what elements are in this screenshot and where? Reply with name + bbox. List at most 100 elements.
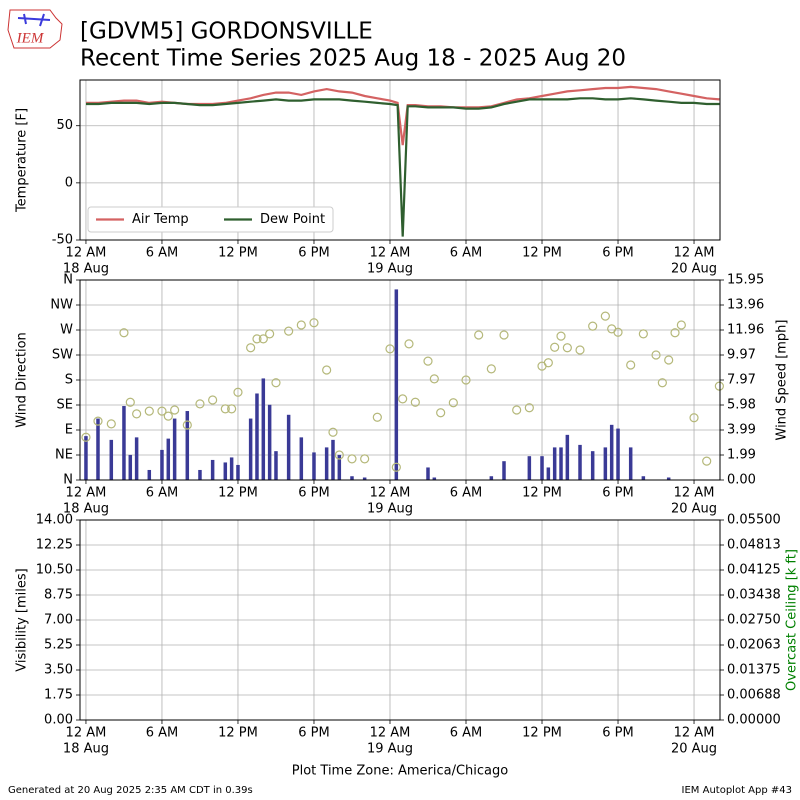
y2-tick-label: 0.01375 [727, 663, 781, 678]
wind-speed-bar [394, 289, 399, 480]
x-tick-label: 12 PM [218, 246, 258, 261]
wind-speed-bar [565, 434, 570, 480]
x-tick-date: 20 Aug [671, 262, 717, 277]
wind-speed-bar [84, 436, 88, 480]
footer-right: IEM Autoplot App #43 [682, 785, 792, 796]
wind-direction-point [360, 454, 370, 464]
x-tick-label: 6 PM [602, 726, 633, 741]
wind-direction-point [93, 416, 103, 426]
wind-speed-bar [172, 418, 177, 480]
y-tick-label: 14.00 [36, 513, 73, 528]
wind-speed-bar [267, 404, 272, 480]
x-tick-label: 12 AM [674, 726, 715, 741]
wind-speed-bar [236, 464, 240, 480]
y2-tick-label: 0.02063 [727, 638, 781, 653]
y-tick-label: -50 [52, 233, 73, 248]
wind-direction-point [398, 394, 408, 404]
wind-direction-point [208, 395, 218, 405]
wind-direction-point [125, 397, 135, 407]
x-tick-label: 12 AM [66, 726, 107, 741]
logo-text: IEM [16, 30, 45, 46]
logo: IEM [7, 9, 63, 49]
x-tick-label: 12 AM [66, 246, 107, 261]
wind-speed-bar [324, 447, 329, 480]
wind-direction-point [309, 318, 319, 328]
wind-speed-bar [609, 424, 614, 480]
wind-direction-point [410, 397, 420, 407]
x-tick-label: 6 PM [298, 726, 329, 741]
wind-direction-point [296, 320, 306, 330]
wind-speed-bar [432, 477, 437, 480]
wind-direction-point [391, 462, 401, 472]
wind-direction-point [651, 350, 661, 360]
y2-tick-label: 5.98 [727, 398, 756, 413]
y-axis-label: Temperature [F] [15, 108, 30, 213]
wind-speed-bar [331, 439, 335, 480]
y-tick-label: N [63, 273, 73, 288]
x-tick-label: 12 PM [218, 726, 258, 741]
wind-direction-point [474, 330, 484, 340]
wind-direction-point [556, 331, 566, 341]
x-tick-label: 12 AM [66, 486, 107, 501]
wind-direction-point [657, 378, 667, 388]
wind-speed-bar [286, 414, 291, 480]
legend: Air Temp Dew Point [87, 206, 334, 233]
wind-direction-point [81, 432, 91, 442]
x-tick-label: 6 AM [450, 246, 483, 261]
wind-direction-point [524, 403, 534, 413]
legend-label: Dew Point [260, 212, 325, 227]
x-tick-label: 12 AM [370, 486, 411, 501]
y-tick-label: 3.50 [44, 663, 73, 678]
y-tick-label: N [63, 473, 73, 488]
wind-direction-point [550, 342, 560, 352]
wind-direction-point [436, 408, 446, 418]
wind-direction-point [246, 343, 256, 353]
wind-direction-point [448, 398, 458, 408]
wind-direction-point [676, 320, 686, 330]
line-series [86, 97, 720, 237]
y-tick-label: NW [50, 298, 73, 313]
y2-tick-label: 0.00 [727, 473, 756, 488]
wind-speed-bar [210, 459, 215, 480]
wind-direction-point [499, 330, 509, 340]
y-tick-label: E [65, 423, 73, 438]
y-tick-label: 1.75 [44, 688, 73, 703]
wind-speed-bar [248, 418, 253, 480]
wind-speed-bar [590, 451, 595, 480]
wind-speed-bar [166, 438, 171, 480]
wind-speed-bar [274, 451, 278, 480]
y-axis-label: Wind Direction [15, 332, 30, 428]
wind-direction-point [689, 413, 699, 423]
wind-speed-bar [603, 447, 608, 480]
wind-direction-point [233, 387, 243, 397]
wind-speed-bar [559, 447, 563, 480]
wind-speed-bar [616, 428, 620, 480]
wind-speed-bar [641, 476, 646, 480]
legend-box [87, 206, 334, 233]
y-tick-label: 7.00 [44, 613, 73, 628]
wind-direction-point [404, 339, 414, 349]
y-tick-label: NE [55, 448, 73, 463]
wind-speed-bar [546, 467, 551, 480]
y-tick-label: 0 [65, 175, 73, 190]
x-tick-date: 19 Aug [367, 502, 413, 517]
y2-axis-label: Overcast Ceiling [k ft] [785, 549, 800, 691]
wind-direction-point [182, 420, 192, 430]
wind-speed-bar [489, 476, 494, 480]
x-tick-label: 12 AM [370, 246, 411, 261]
wind-speed-bar [109, 439, 114, 480]
y-tick-label: 0.00 [44, 713, 73, 728]
y2-tick-label: 7.97 [727, 373, 756, 388]
x-tick-label: 12 AM [674, 246, 715, 261]
wind-speed-bar [578, 444, 582, 480]
wind-speed-bar [666, 477, 671, 480]
y2-tick-label: 0.02750 [727, 613, 781, 628]
x-tick-label: 6 AM [146, 726, 179, 741]
y2-axis-label: Wind Speed [mph] [775, 320, 790, 441]
wind-direction-point [119, 328, 129, 338]
x-tick-label: 12 PM [218, 486, 258, 501]
y-tick-label: S [65, 373, 73, 388]
y2-tick-label: 3.99 [727, 423, 756, 438]
wind-direction-point [543, 358, 553, 368]
x-tick-label: 6 PM [602, 486, 633, 501]
